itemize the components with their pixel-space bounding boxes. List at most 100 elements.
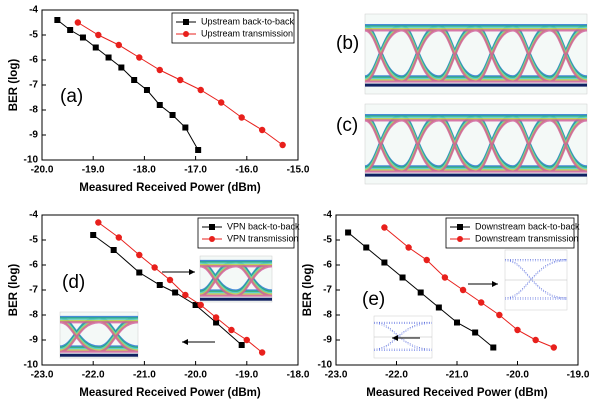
x-tick-label: -22.0	[385, 370, 408, 381]
marker	[116, 42, 122, 48]
y-tick-label: -9	[29, 130, 38, 141]
panel-label: (c)	[336, 115, 358, 136]
marker	[111, 247, 117, 253]
y-tick-label: -6	[29, 55, 38, 66]
marker	[198, 302, 204, 308]
marker	[478, 299, 484, 305]
x-tick-label: -20.0	[31, 165, 54, 176]
y-tick-label: -7	[29, 80, 38, 91]
x-axis-title: Measured Received Power (dBm)	[79, 182, 261, 194]
y-axis-title: BER (log)	[8, 264, 20, 317]
y-tick-label: -4	[29, 5, 38, 16]
marker	[157, 67, 163, 73]
panel-label: (a)	[60, 86, 83, 107]
page: {"chart_data": [ {"type": "scatter", "an…	[0, 0, 595, 407]
marker	[131, 77, 137, 83]
y-tick-label: -9	[29, 335, 38, 346]
marker	[418, 290, 424, 296]
eye-baseline	[365, 174, 587, 177]
arrow-head	[189, 269, 195, 275]
marker	[514, 327, 520, 333]
marker	[151, 264, 157, 270]
marker	[400, 275, 406, 281]
marker	[490, 345, 496, 351]
y-tick-label: -6	[29, 260, 38, 271]
x-tick-label: -21.0	[133, 370, 156, 381]
y-tick-label: -4	[323, 210, 332, 221]
marker	[213, 314, 219, 320]
legend-label: Upstream transmission	[201, 28, 293, 38]
y-tick-label: -10	[318, 360, 333, 371]
marker	[381, 224, 387, 230]
marker	[244, 337, 250, 343]
y-tick-label: -5	[29, 235, 38, 246]
x-tick-label: -23.0	[325, 370, 348, 381]
marker	[239, 342, 245, 348]
panel-label: (b)	[336, 33, 359, 54]
marker	[460, 287, 466, 293]
marker	[157, 282, 163, 288]
marker	[157, 102, 163, 108]
legend-marker	[183, 31, 189, 37]
legend-marker	[457, 236, 463, 242]
marker	[172, 290, 178, 296]
marker	[424, 257, 430, 263]
marker	[54, 17, 60, 23]
eye-baseline	[200, 298, 272, 301]
x-tick-label: -23.0	[31, 370, 54, 381]
legend-marker	[209, 236, 215, 242]
panel-label: (d)	[62, 272, 85, 293]
marker	[136, 252, 142, 258]
legend-marker	[183, 19, 189, 25]
marker	[167, 277, 173, 283]
marker	[182, 125, 188, 131]
x-tick-label: -18.0	[133, 165, 156, 176]
marker	[279, 142, 285, 148]
y-tick-label: -7	[29, 285, 38, 296]
y-axis-title: BER (log)	[302, 264, 314, 317]
y-tick-label: -8	[29, 105, 38, 116]
eye-baseline	[60, 354, 138, 357]
x-tick-label: -22.0	[82, 370, 105, 381]
panel-label: (e)	[362, 289, 385, 310]
marker	[551, 344, 557, 350]
marker	[259, 349, 265, 355]
marker	[198, 87, 204, 93]
marker	[95, 32, 101, 38]
marker	[442, 274, 448, 280]
legend-label: VPN back-to-back	[227, 221, 300, 231]
marker	[95, 219, 101, 225]
y-axis-title: BER (log)	[8, 59, 20, 112]
marker	[195, 147, 201, 153]
y-tick-label: -5	[29, 30, 38, 41]
y-tick-label: -7	[323, 285, 332, 296]
marker	[136, 270, 142, 276]
x-tick-label: -20.0	[184, 370, 207, 381]
marker	[136, 54, 142, 60]
marker	[472, 330, 478, 336]
marker	[454, 320, 460, 326]
y-tick-label: -5	[323, 235, 332, 246]
marker	[67, 27, 73, 33]
eye-baseline	[365, 84, 587, 87]
x-tick-label: -21.0	[446, 370, 469, 381]
marker	[436, 305, 442, 311]
arrow-head	[492, 281, 498, 287]
marker	[80, 35, 86, 41]
y-tick-label: -10	[24, 155, 39, 166]
legend-marker	[209, 224, 215, 230]
arrow-head	[182, 339, 188, 345]
marker	[405, 244, 411, 250]
marker	[238, 114, 244, 120]
y-tick-label: -8	[29, 310, 38, 321]
y-tick-label: -4	[29, 210, 38, 221]
marker	[170, 112, 176, 118]
marker	[259, 127, 265, 133]
x-tick-label: -15.0	[287, 165, 310, 176]
marker	[75, 19, 81, 25]
x-axis-title: Measured Received Power (dBm)	[366, 387, 548, 399]
marker	[177, 77, 183, 83]
legend-label: Downstream transmission	[475, 233, 579, 243]
legend-label: Upstream back-to-back	[201, 16, 295, 26]
legend-marker	[457, 224, 463, 230]
